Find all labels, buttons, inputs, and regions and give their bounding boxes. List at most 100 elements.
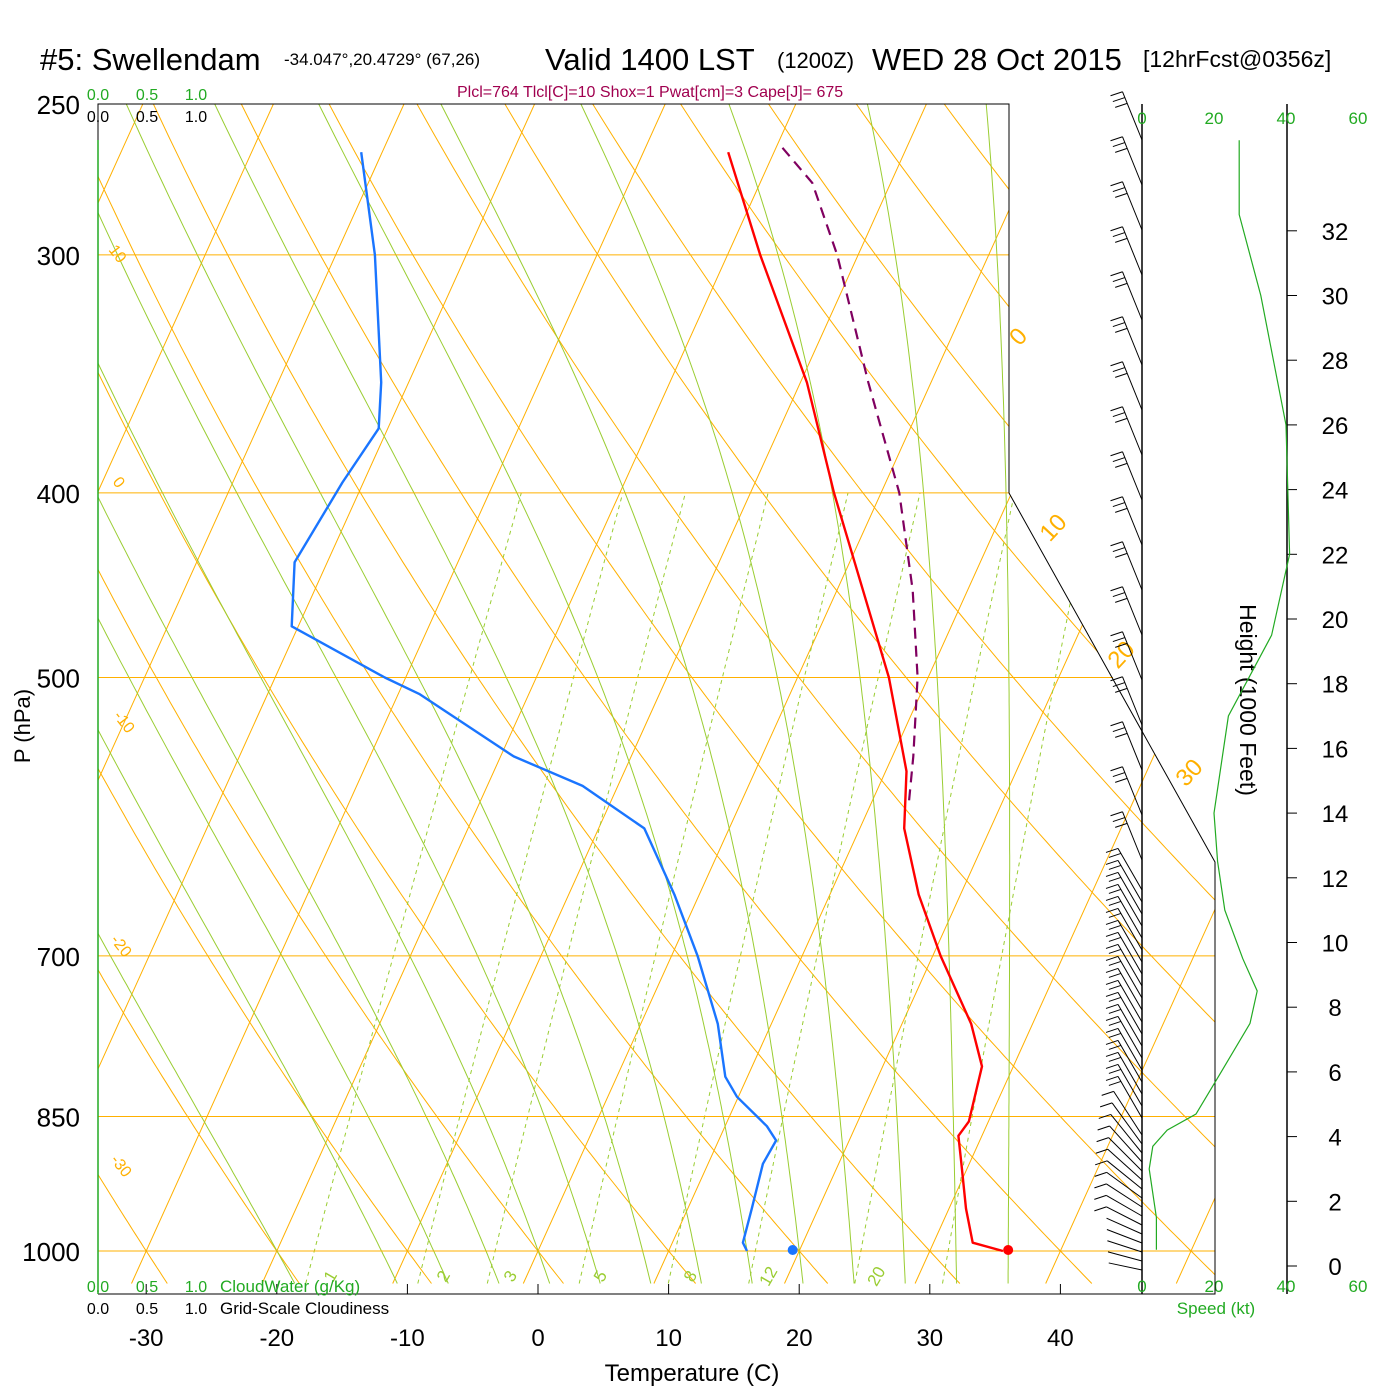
wind-barb-staff: [1122, 496, 1143, 546]
wind-barb: [1105, 919, 1143, 963]
wind-barb: [1110, 766, 1143, 816]
wind-barb-flag: [1105, 1003, 1119, 1009]
cloudiness-tick-top: 1.0: [185, 109, 207, 126]
mixing-ratio-label: 8: [680, 1267, 701, 1285]
height-tick-label: 8: [1328, 995, 1341, 1022]
dry-adiabat-line: [98, 104, 696, 1284]
dry-adiabat-line: [592, 104, 1215, 1284]
cloudwater-tick-top: 0.0: [87, 87, 109, 104]
mixing-ratio-label: 12: [755, 1263, 781, 1289]
wind-barb-flag: [1105, 859, 1119, 865]
dry-adiabat-line: [152, 104, 961, 1284]
isotherm-label: 10: [1035, 509, 1073, 547]
wind-barb-flag: [1108, 936, 1122, 942]
wind-barb-flag: [1108, 1032, 1122, 1038]
isotherm-line: [1045, 104, 1215, 1284]
wind-barb-flag: [1115, 192, 1128, 198]
pressure-tick-label: 1000: [22, 1237, 80, 1267]
wind-barb-flag: [1115, 642, 1128, 648]
wind-barb-staff: [1106, 1217, 1143, 1235]
wind-barb: [1110, 676, 1143, 726]
wind-barb-flag: [1110, 496, 1123, 502]
wind-barb-flag: [1115, 102, 1128, 108]
moist-adiabat-line: [440, 104, 804, 1284]
wind-barb-staff: [1113, 1091, 1143, 1136]
wind-barb-staff: [1117, 1016, 1143, 1059]
wind-barb: [1105, 943, 1143, 987]
wind-barb-flag: [1112, 457, 1126, 463]
dry-adiabat-line: [1384, 104, 1400, 1284]
wind-barb-flag: [1108, 1020, 1122, 1026]
mixing-ratio-label: 3: [500, 1267, 521, 1285]
wind-barb-staff: [1111, 1102, 1143, 1145]
wind-barb: [1105, 871, 1143, 915]
wind-barb-staff: [1106, 1229, 1143, 1244]
wind-barb-flag: [1112, 682, 1126, 688]
wind-barb-staff: [1117, 980, 1143, 1023]
wind-barb-flag: [1094, 1206, 1107, 1212]
wind-barb-flag: [1105, 955, 1119, 961]
wind-barb-flag: [1115, 507, 1128, 513]
station-coords: -34.047°,20.4729° (67,26): [284, 50, 481, 69]
wind-barb-flag: [1097, 1125, 1110, 1131]
wind-barb-flag: [1108, 1080, 1122, 1086]
wind-barb-flag: [1110, 766, 1123, 772]
wind-barb-flag: [1115, 417, 1128, 423]
wind-barb: [1110, 271, 1143, 321]
dry-adiabat-line: [504, 104, 1215, 1284]
wind-barb-staff: [1122, 91, 1143, 141]
wind-barb: [1105, 1063, 1143, 1107]
cloudwater-tick-top: 0.5: [136, 87, 158, 104]
wind-barb: [1105, 955, 1143, 999]
pressure-tick-label: 700: [37, 942, 80, 972]
wind-barb-flag: [1105, 979, 1119, 985]
wind-barb-staff: [1122, 226, 1143, 276]
wind-barb-staff: [1117, 896, 1143, 939]
wind-barb-flag: [1108, 888, 1122, 894]
wind-barb: [1105, 847, 1143, 891]
wind-barb-flag: [1105, 847, 1119, 853]
surface-temperature-point: [1003, 1245, 1014, 1255]
wind-barb-staff: [1117, 992, 1143, 1035]
wind-barb-flag: [1112, 97, 1126, 103]
wind-barb-staff: [1117, 1076, 1143, 1119]
cloudiness-tick-top: 0.5: [136, 109, 158, 126]
wind-barb: [1105, 1027, 1143, 1071]
wind-barb-flag: [1112, 412, 1126, 418]
mixing-ratio-line: [578, 492, 769, 1284]
wind-barb-staff: [1122, 361, 1143, 411]
wind-barb-staff: [1122, 136, 1143, 186]
speed-tick-top: 0: [1137, 109, 1146, 128]
wind-barb-staff: [1107, 1240, 1143, 1253]
moist-adiabat-line: [728, 104, 906, 1284]
dry-adiabat-line: [98, 104, 432, 1284]
wind-barb-flag: [1105, 871, 1119, 877]
wind-barb-flag: [1105, 1015, 1119, 1021]
moist-adiabat-line: [580, 104, 855, 1284]
temperature-profile-line: [727, 151, 1004, 1253]
wind-barb-flag: [1115, 777, 1128, 783]
wind-barb-flag: [1110, 676, 1123, 682]
wind-barb-flag: [1110, 136, 1123, 142]
isotherm-line: [392, 104, 927, 1284]
wind-barb-flag: [1094, 1183, 1107, 1189]
wind-barb: [1105, 1015, 1143, 1059]
wind-barb-flag: [1115, 822, 1128, 828]
temperature-tick-label: -20: [259, 1325, 294, 1352]
wind-barb-flag: [1105, 919, 1119, 925]
wind-barb: [1110, 541, 1143, 591]
wind-barb-flag: [1112, 367, 1126, 373]
wind-barb-flag: [1112, 772, 1126, 778]
height-tick-label: 20: [1322, 607, 1349, 634]
wind-barb-flag: [1112, 817, 1126, 823]
speed-tick-bottom: 20: [1205, 1277, 1224, 1296]
wind-barb-flag: [1115, 732, 1128, 738]
wind-barb-flag: [1110, 721, 1123, 727]
wind-barb: [1105, 1003, 1143, 1047]
wind-barb-staff: [1122, 451, 1143, 501]
dry-adiabat-line: [98, 104, 829, 1284]
pressure-tick-label: 850: [37, 1103, 80, 1133]
wind-barb: [1110, 811, 1143, 861]
wind-barb-flag: [1115, 372, 1128, 378]
wind-barb-flag: [1108, 924, 1122, 930]
